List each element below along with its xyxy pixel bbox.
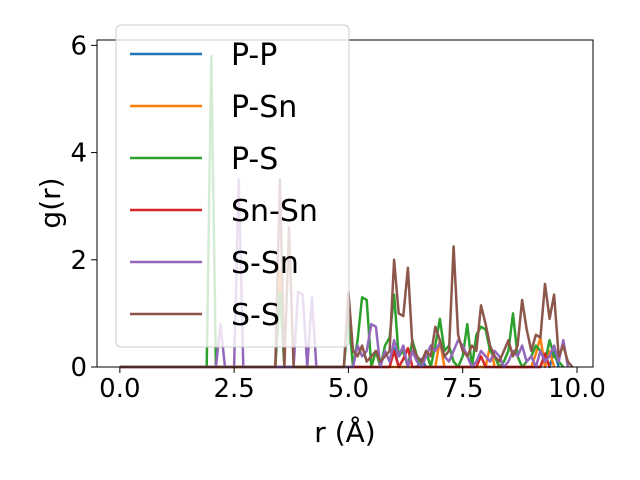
legend-label: S-S: [231, 298, 280, 333]
legend: P-P P-Sn P-S Sn-Sn S-Sn S-S: [115, 24, 350, 348]
series-line-s-sn: [119, 178, 570, 369]
y-tick-label: 4: [70, 139, 87, 169]
y-tick-label: 2: [70, 246, 87, 276]
x-tick-label: 10.0: [548, 374, 606, 404]
legend-label: P-S: [231, 142, 278, 177]
series-line-s-s: [119, 178, 574, 369]
x-tick-label: 0.0: [99, 374, 140, 404]
x-axis: 0.0 2.5 5.0 7.5 10.0: [99, 367, 606, 404]
legend-label: P-P: [231, 38, 277, 73]
y-axis-label: g(r): [34, 177, 67, 228]
legend-label: S-Sn: [231, 246, 299, 281]
x-tick-label: 5.0: [328, 374, 369, 404]
x-axis-label: r (Å): [314, 415, 375, 449]
x-tick-label: 2.5: [213, 374, 254, 404]
y-tick-label: 0: [70, 353, 87, 383]
legend-label: P-Sn: [231, 90, 297, 125]
x-tick-label: 7.5: [442, 374, 483, 404]
legend-label: Sn-Sn: [231, 194, 318, 229]
y-tick-label: 6: [70, 31, 87, 61]
y-axis: 0 2 4 6: [70, 31, 97, 383]
